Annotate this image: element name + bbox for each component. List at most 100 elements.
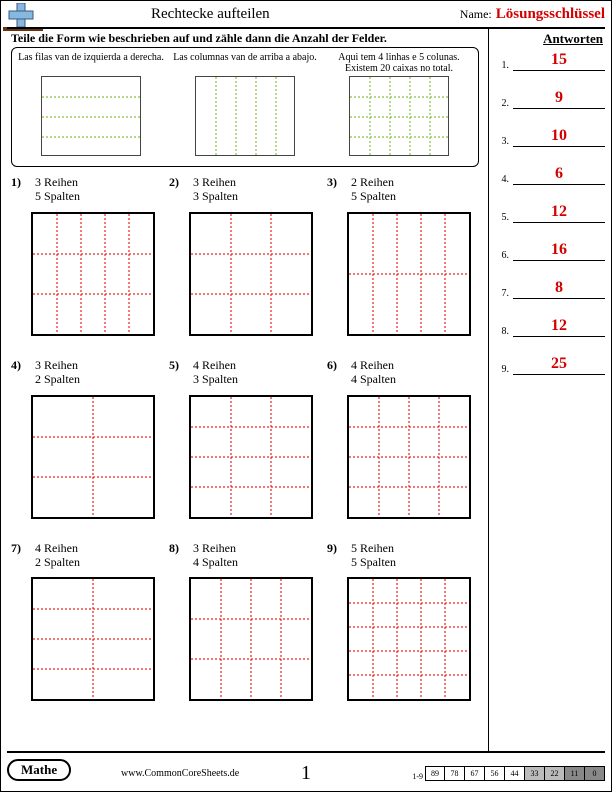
problem: 9) 5 Reihen5 Spalten xyxy=(327,541,479,702)
problem-rect xyxy=(189,212,313,336)
answer-value: 16 xyxy=(513,241,605,261)
problem-rect xyxy=(189,395,313,519)
answer-row: 3. 10 xyxy=(495,127,605,147)
example-column: Las filas van de izquierda a derecha. xyxy=(17,52,165,162)
problem: 2) 3 Reihen3 Spalten xyxy=(169,175,321,336)
problem: 3) 2 Reihen5 Spalten xyxy=(327,175,479,336)
example-label: Las filas van de izquierda a derecha. xyxy=(18,52,164,74)
problem-text: 3 Reihen5 Spalten xyxy=(35,175,80,204)
score-cell: 89 xyxy=(425,766,445,781)
answer-value: 15 xyxy=(513,51,605,71)
problem-rect xyxy=(31,212,155,336)
problem-label: 7) 4 Reihen2 Spalten xyxy=(11,541,163,570)
problem-rect xyxy=(31,395,155,519)
problem: 6) 4 Reihen4 Spalten xyxy=(327,358,479,519)
answer-value: 9 xyxy=(513,89,605,109)
answer-number: 7. xyxy=(495,288,509,299)
example-label: Las columnas van de arriba a abajo. xyxy=(173,52,317,74)
answer-row: 8. 12 xyxy=(495,317,605,337)
problem: 7) 4 Reihen2 Spalten xyxy=(11,541,163,702)
page-number: 1 xyxy=(301,762,311,785)
problem: 5) 4 Reihen3 Spalten xyxy=(169,358,321,519)
problem-number: 9) xyxy=(327,541,343,570)
instruction-text: Teile die Form wie beschrieben auf und z… xyxy=(11,31,481,46)
answers-header: Antworten xyxy=(543,31,603,47)
problem-number: 4) xyxy=(11,358,27,387)
problem-label: 6) 4 Reihen4 Spalten xyxy=(327,358,479,387)
score-cell: 67 xyxy=(465,766,485,781)
answer-value: 6 xyxy=(513,165,605,185)
answer-number: 3. xyxy=(495,136,509,147)
answer-number: 4. xyxy=(495,174,509,185)
problem-text: 2 Reihen5 Spalten xyxy=(351,175,396,204)
problem-label: 2) 3 Reihen3 Spalten xyxy=(169,175,321,204)
footer-rule xyxy=(7,751,605,753)
answer-row: 5. 12 xyxy=(495,203,605,223)
problems-grid: 1) 3 Reihen5 Spalten 2) 3 Reihen3 Spalte… xyxy=(11,175,481,701)
problem: 1) 3 Reihen5 Spalten xyxy=(11,175,163,336)
answer-row: 4. 6 xyxy=(495,165,605,185)
site-url: www.CommonCoreSheets.de xyxy=(121,768,239,779)
problem-number: 3) xyxy=(327,175,343,204)
example-column: Las columnas van de arriba a abajo. xyxy=(171,52,319,162)
problem-number: 5) xyxy=(169,358,185,387)
problem-label: 3) 2 Reihen5 Spalten xyxy=(327,175,479,204)
score-cell: 56 xyxy=(485,766,505,781)
problem-text: 4 Reihen3 Spalten xyxy=(193,358,238,387)
problem-rect xyxy=(347,577,471,701)
problem-number: 2) xyxy=(169,175,185,204)
problem-label: 5) 4 Reihen3 Spalten xyxy=(169,358,321,387)
answer-value: 8 xyxy=(513,279,605,299)
example-rect xyxy=(41,76,141,156)
example-column: Aqui tem 4 linhas e 5 colunas. Existem 2… xyxy=(325,52,473,162)
score-cell: 44 xyxy=(505,766,525,781)
header-rule xyxy=(7,27,605,29)
answer-number: 9. xyxy=(495,364,509,375)
problem-text: 4 Reihen2 Spalten xyxy=(35,541,80,570)
problem-text: 3 Reihen2 Spalten xyxy=(35,358,80,387)
problem: 8) 3 Reihen4 Spalten xyxy=(169,541,321,702)
answer-number: 6. xyxy=(495,250,509,261)
example-box: Las filas van de izquierda a derecha. La… xyxy=(11,47,479,167)
header: Rechtecke aufteilen Name: Lösungsschlüss… xyxy=(1,1,611,27)
score-cell: 78 xyxy=(445,766,465,781)
answer-value: 10 xyxy=(513,127,605,147)
score-cell: 0 xyxy=(585,766,605,781)
answers-column: 1. 152. 93. 104. 65. 126. 167. 88. 129. … xyxy=(495,51,605,393)
answer-row: 7. 8 xyxy=(495,279,605,299)
problem-number: 1) xyxy=(11,175,27,204)
problem-label: 8) 3 Reihen4 Spalten xyxy=(169,541,321,570)
score-label: 1-9 xyxy=(412,772,423,781)
subject-pill: Mathe xyxy=(7,759,71,781)
answer-row: 6. 16 xyxy=(495,241,605,261)
example-rect xyxy=(195,76,295,156)
problem: 4) 3 Reihen2 Spalten xyxy=(11,358,163,519)
answer-value: 12 xyxy=(513,317,605,337)
problem-number: 8) xyxy=(169,541,185,570)
problem-number: 6) xyxy=(327,358,343,387)
answer-value: 25 xyxy=(513,355,605,375)
problem-rect xyxy=(347,395,471,519)
answer-number: 5. xyxy=(495,212,509,223)
example-label: Aqui tem 4 linhas e 5 colunas. Existem 2… xyxy=(325,52,473,74)
problem-label: 9) 5 Reihen5 Spalten xyxy=(327,541,479,570)
name-label: Name: xyxy=(460,7,492,22)
problem-rect xyxy=(347,212,471,336)
answer-row: 9. 25 xyxy=(495,355,605,375)
footer: Mathe www.CommonCoreSheets.de 1 1-989786… xyxy=(1,755,611,787)
problem-number: 7) xyxy=(11,541,27,570)
answer-number: 1. xyxy=(495,60,509,71)
answer-value: 12 xyxy=(513,203,605,223)
problem-text: 3 Reihen3 Spalten xyxy=(193,175,238,204)
example-rect xyxy=(349,76,449,156)
score-strip: 1-989786756443322110 xyxy=(412,766,605,781)
problem-text: 5 Reihen5 Spalten xyxy=(351,541,396,570)
answer-row: 1. 15 xyxy=(495,51,605,71)
problem-label: 1) 3 Reihen5 Spalten xyxy=(11,175,163,204)
problem-text: 3 Reihen4 Spalten xyxy=(193,541,238,570)
vertical-divider xyxy=(488,29,489,751)
answer-key-label: Lösungsschlüssel xyxy=(496,6,605,23)
page-title: Rechtecke aufteilen xyxy=(151,6,270,23)
score-cell: 22 xyxy=(545,766,565,781)
score-cell: 11 xyxy=(565,766,585,781)
